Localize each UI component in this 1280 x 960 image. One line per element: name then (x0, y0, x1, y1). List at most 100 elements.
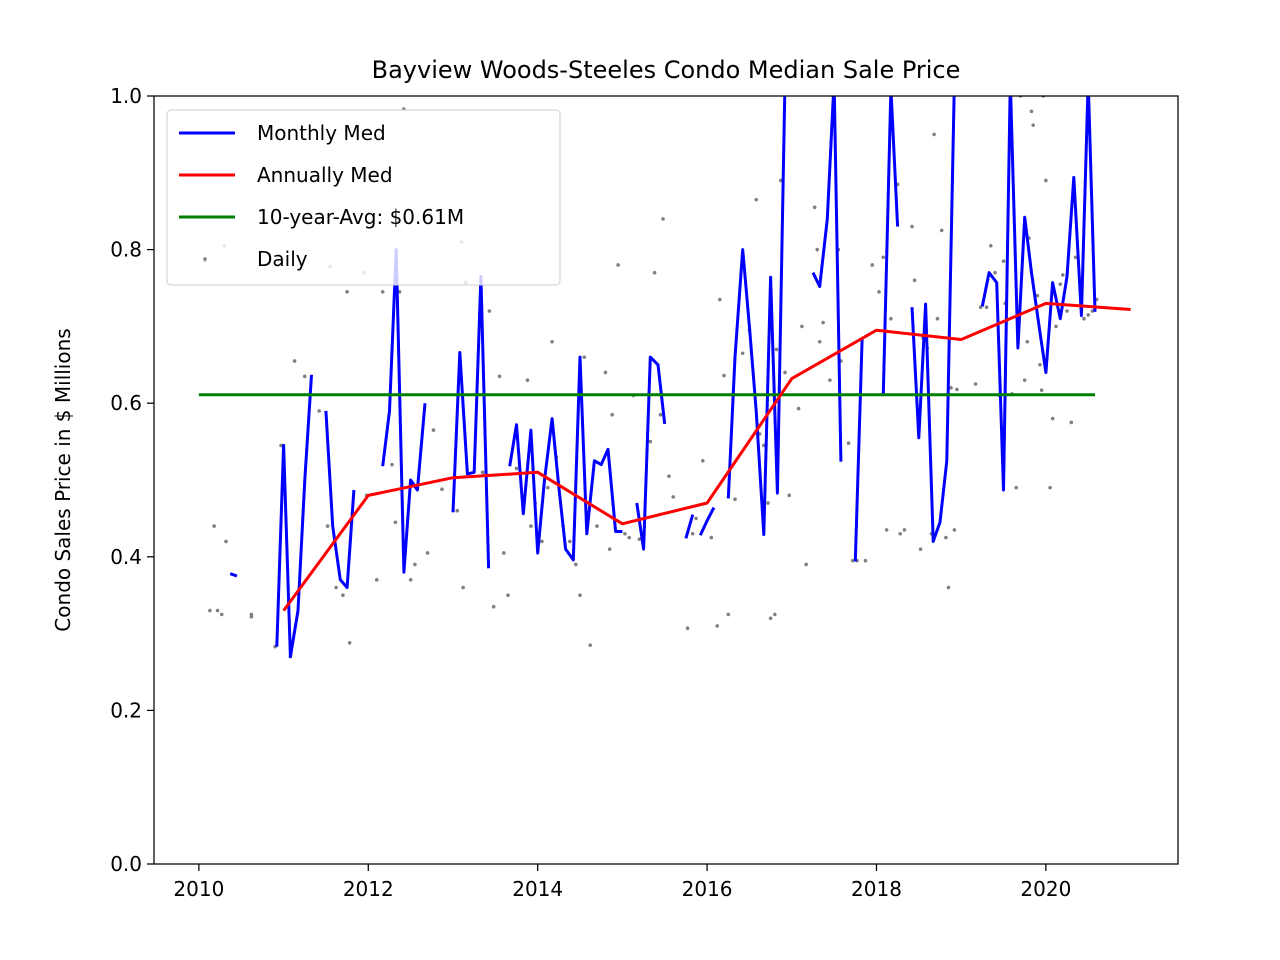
daily-point (863, 558, 868, 563)
daily-point (902, 528, 907, 532)
y-tick-label: 0.0 (110, 852, 142, 876)
legend: Monthly Med Annually Med 10-year-Avg: $0.6… (166, 109, 561, 286)
legend-label: Daily (257, 247, 308, 271)
daily-point (588, 643, 592, 647)
daily-point (455, 508, 460, 513)
daily-point (821, 320, 825, 325)
daily-point (1029, 109, 1034, 114)
daily-point (514, 466, 519, 471)
daily-point (978, 305, 983, 310)
daily-point (616, 263, 620, 267)
legend-swatch-dot (203, 257, 207, 261)
daily-point (1086, 313, 1091, 317)
daily-point (582, 355, 587, 359)
daily-point (540, 539, 544, 544)
monthly-median-line (698, 506, 716, 536)
daily-point (912, 278, 917, 283)
monthly-median-line (853, 339, 864, 562)
daily-point (1031, 123, 1035, 127)
daily-point (939, 228, 944, 233)
monthly-median-line (508, 355, 623, 562)
daily-point (380, 290, 385, 294)
y-tick-label: 0.4 (110, 545, 142, 569)
daily-point (671, 495, 675, 499)
x-tick-label: 2016 (682, 877, 733, 901)
daily-point (1001, 259, 1006, 263)
monthly-median-line (811, 96, 843, 462)
monthly-median-line (451, 275, 491, 569)
daily-point (709, 535, 714, 540)
daily-point (935, 316, 940, 321)
daily-point (766, 501, 770, 505)
daily-point (502, 551, 506, 555)
daily-point (701, 459, 705, 463)
daily-point (208, 608, 212, 613)
daily-point (461, 585, 465, 590)
daily-point (317, 409, 321, 413)
daily-point (1038, 363, 1042, 367)
daily-point (1044, 178, 1048, 183)
daily-point (812, 205, 817, 210)
daily-point (932, 132, 936, 137)
daily-point (425, 551, 430, 555)
daily-point (884, 528, 889, 532)
daily-point (1054, 324, 1058, 329)
daily-point (667, 474, 671, 478)
daily-point (690, 531, 695, 536)
daily-point (408, 578, 413, 582)
daily-point (783, 370, 787, 375)
daily-point (302, 374, 307, 379)
monthly-median-line (229, 572, 238, 578)
x-tick-label: 2012 (343, 877, 394, 901)
x-tick-label: 2010 (173, 877, 224, 901)
daily-point (984, 305, 989, 310)
daily-point (480, 470, 485, 475)
daily-point (949, 386, 953, 390)
daily-point (413, 562, 417, 567)
daily-point (573, 562, 578, 567)
daily-point (740, 351, 745, 356)
daily-point (1022, 378, 1027, 382)
daily-point (1065, 309, 1069, 313)
legend-annually-med: Annually Med (179, 163, 393, 187)
daily-point (993, 270, 997, 275)
daily-point (1082, 316, 1086, 321)
daily-point (946, 585, 951, 590)
daily-point (952, 528, 957, 532)
daily-point (870, 263, 875, 267)
daily-point (393, 520, 398, 525)
daily-point (773, 612, 777, 617)
x-tick-label: 2020 (1020, 877, 1071, 901)
daily-point (1014, 485, 1019, 490)
daily-point (1035, 293, 1040, 298)
daily-point (497, 374, 502, 379)
daily-point (603, 370, 608, 375)
daily-point (850, 558, 855, 563)
daily-point (325, 524, 330, 528)
monthly-median-line (684, 514, 695, 539)
daily-point (1073, 255, 1078, 260)
daily-point (334, 585, 338, 590)
monthly-median-line (980, 96, 1097, 492)
daily-point (694, 516, 698, 521)
daily-point (568, 539, 572, 544)
daily-point (345, 290, 349, 294)
daily-point (685, 626, 690, 631)
monthly-median-line (726, 96, 787, 536)
daily-point (249, 612, 254, 617)
daily-point (722, 373, 726, 378)
daily-point (973, 382, 978, 386)
monthly-median-line (635, 355, 667, 551)
daily-point (487, 309, 492, 313)
daily-point (491, 604, 496, 609)
daily-point (1048, 485, 1052, 490)
daily-point (550, 339, 554, 344)
y-tick-label: 1.0 (110, 84, 142, 108)
daily-point (607, 547, 612, 551)
daily-point (889, 316, 893, 321)
daily-point (595, 524, 599, 528)
chart-title: Bayview Woods-Steeles Condo Median Sale … (372, 56, 961, 84)
daily-point (529, 524, 533, 528)
daily-point (374, 578, 379, 582)
